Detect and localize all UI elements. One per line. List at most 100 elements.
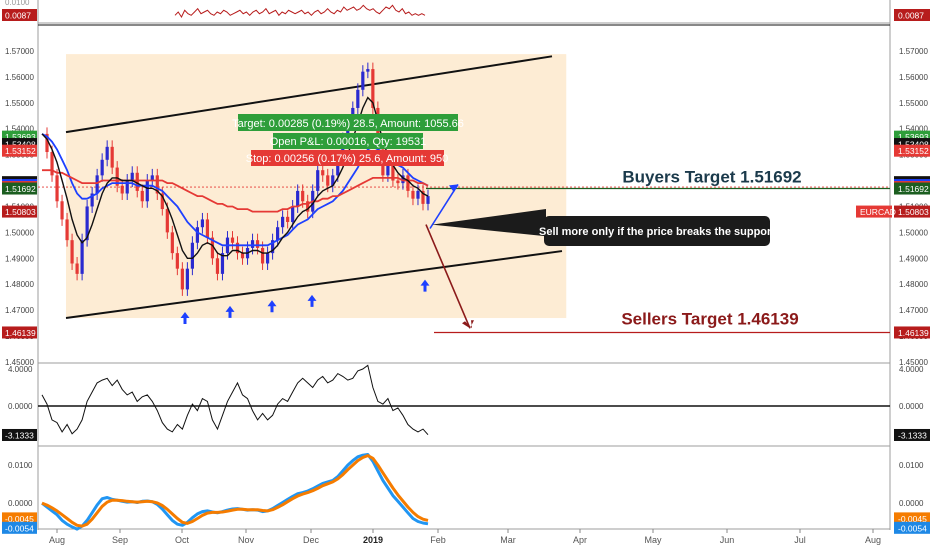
price-label-text: 1.53693 bbox=[898, 132, 929, 142]
candle bbox=[185, 262, 189, 296]
candle-body bbox=[336, 159, 340, 176]
osc2-label-right: -0.0045 bbox=[894, 512, 930, 525]
candle bbox=[135, 166, 139, 198]
x-tick-label: Apr bbox=[573, 535, 587, 545]
candle-body bbox=[255, 240, 260, 248]
candle-body bbox=[401, 175, 405, 184]
top-label-text: 0.0087 bbox=[5, 11, 31, 21]
price-label-box bbox=[894, 205, 930, 218]
candle bbox=[265, 246, 270, 270]
candle-body bbox=[70, 240, 74, 264]
price-label-right: 1.53152 bbox=[894, 144, 930, 157]
candle-body bbox=[180, 268, 184, 290]
top-label-left: 0.0087 bbox=[2, 9, 37, 21]
candle-body bbox=[75, 263, 79, 274]
osc2-tick-left: 0.0100 bbox=[8, 461, 33, 470]
osc2-label-left: -0.0054 bbox=[2, 521, 37, 534]
arrow-up-icon bbox=[180, 311, 190, 324]
candle-body bbox=[90, 193, 94, 207]
candle-body bbox=[105, 146, 109, 160]
candle-body bbox=[160, 193, 164, 210]
series-oscillator bbox=[41, 364, 429, 436]
osc1-last-left: -3.1333 bbox=[2, 428, 37, 441]
candle-body bbox=[55, 175, 59, 202]
series-ma-red bbox=[42, 169, 429, 213]
position-tool[interactable]: Target: 0.00285 (0.19%) 28.5, Amount: 10… bbox=[232, 114, 464, 166]
candle-body bbox=[110, 146, 114, 168]
callout-pointer bbox=[432, 209, 546, 237]
support-callout: Sell more only if the price breaks the s… bbox=[432, 209, 775, 246]
candle-body bbox=[316, 170, 320, 191]
y-tick-left: 1.49000 bbox=[5, 254, 34, 263]
candle-body bbox=[250, 240, 255, 248]
sellers-arrow-head-icon bbox=[462, 320, 474, 329]
candle-body bbox=[371, 69, 375, 108]
top-label-right: 0.0087 bbox=[894, 9, 930, 21]
osc1-last-right: -3.1333 bbox=[894, 428, 930, 441]
y-tick-left: 1.56000 bbox=[5, 73, 34, 82]
candle bbox=[180, 262, 184, 296]
x-tick-label: Oct bbox=[175, 535, 190, 545]
candle bbox=[401, 168, 405, 190]
price-label-box bbox=[2, 182, 37, 195]
symbol-label-text: EURCAD bbox=[860, 207, 896, 217]
y-tick-left: 1.54000 bbox=[5, 125, 34, 134]
price-label-text: 1.51692 bbox=[898, 184, 929, 194]
candle-body bbox=[260, 247, 265, 264]
x-tick-label: Feb bbox=[430, 535, 446, 545]
channel-lower-line bbox=[65, 250, 563, 320]
osc2-tick-right: 0.0000 bbox=[899, 499, 924, 508]
candle bbox=[426, 189, 430, 211]
candle-body bbox=[356, 89, 360, 108]
candle-body bbox=[230, 237, 235, 243]
callout-text: Sell more only if the price breaks the s… bbox=[539, 226, 775, 238]
support-arrow-icon bbox=[307, 294, 317, 307]
candle-body bbox=[205, 219, 210, 238]
candle-body bbox=[100, 159, 104, 176]
sellers-arrow bbox=[425, 224, 471, 329]
candle-body bbox=[195, 227, 200, 243]
candle-body bbox=[321, 170, 325, 176]
osc1-last-box bbox=[2, 428, 37, 441]
candle-body bbox=[235, 242, 240, 254]
candle-body bbox=[80, 240, 84, 274]
position-stop-box bbox=[251, 150, 444, 166]
candle bbox=[296, 184, 300, 213]
symbol-label-box bbox=[856, 205, 892, 218]
candle bbox=[215, 251, 220, 281]
x-tick-label: May bbox=[644, 535, 662, 545]
candle-body bbox=[155, 175, 159, 194]
osc1-tick-right: 0.0000 bbox=[899, 402, 924, 411]
candle-body bbox=[301, 190, 305, 202]
support-arrow-icon bbox=[267, 300, 277, 313]
x-tick-label: Nov bbox=[238, 535, 255, 545]
candle bbox=[286, 210, 290, 229]
candle-body bbox=[50, 152, 54, 176]
candle-body bbox=[265, 253, 270, 264]
price-label-text: 1.53408 bbox=[5, 140, 36, 150]
y-tick-right: 1.45000 bbox=[899, 358, 928, 367]
candle bbox=[316, 163, 320, 198]
osc2-label-box bbox=[2, 521, 37, 534]
osc2-label-left: -0.0045 bbox=[2, 512, 37, 525]
candle bbox=[306, 194, 310, 219]
price-label-text: 1.53152 bbox=[898, 146, 929, 156]
candle-body bbox=[426, 196, 430, 204]
buyers-target-label: Buyers Target 1.51692 bbox=[622, 168, 801, 187]
candle-body bbox=[185, 268, 189, 290]
candle-body bbox=[145, 180, 149, 202]
candle-body bbox=[396, 180, 400, 184]
support-arrow-icon bbox=[420, 279, 430, 292]
candle bbox=[371, 62, 375, 115]
osc2-label-text: -0.0045 bbox=[5, 514, 34, 524]
candle bbox=[366, 62, 370, 79]
y-tick-right: 1.56000 bbox=[899, 73, 928, 82]
candle-body bbox=[65, 219, 69, 241]
candle bbox=[165, 202, 169, 239]
candle-body bbox=[291, 206, 295, 223]
candle-body bbox=[140, 190, 144, 202]
price-label-right: 1.51692 bbox=[894, 182, 930, 195]
position-pnl-box bbox=[273, 133, 423, 149]
candle-body bbox=[95, 175, 99, 194]
